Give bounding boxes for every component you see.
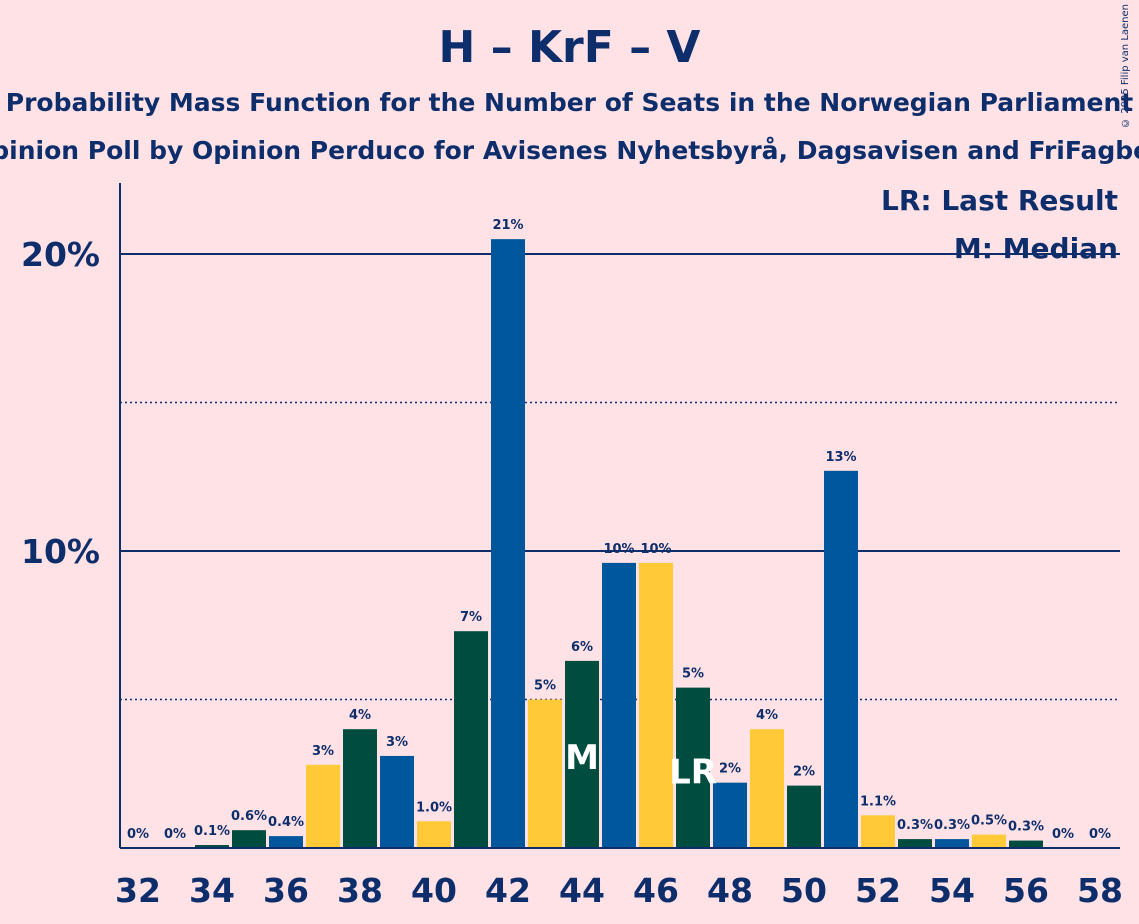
bar-39 <box>380 755 414 848</box>
bar-51 <box>824 470 858 848</box>
data-label-35: 0.6% <box>231 809 267 824</box>
data-label-32: 0% <box>127 827 149 842</box>
x-tick-label-38: 38 <box>337 871 383 910</box>
data-label-38: 4% <box>349 708 371 723</box>
x-tick-label-58: 58 <box>1077 871 1123 910</box>
bar-53 <box>898 839 932 848</box>
data-label-51: 13% <box>825 450 856 465</box>
data-label-57: 0% <box>1052 827 1074 842</box>
median-marker: M <box>565 738 599 778</box>
data-label-56: 0.3% <box>1008 820 1044 835</box>
data-label-43: 5% <box>534 679 556 694</box>
bar-47 <box>676 687 710 848</box>
data-label-53: 0.3% <box>897 818 933 833</box>
chart-title: H – KrF – V <box>438 22 701 73</box>
data-label-37: 3% <box>312 744 334 759</box>
bar-38 <box>343 729 377 848</box>
chart-subtitle-poll: Opinion Poll by Opinion Perduco for Avis… <box>0 136 1139 165</box>
x-tick-label-50: 50 <box>781 871 827 910</box>
axes: 10% 20% 32 34 36 38 40 42 44 46 48 50 52 54 56 58 <box>21 183 1123 910</box>
data-label-52: 1.1% <box>860 794 896 809</box>
bar-37 <box>306 764 340 848</box>
bars: 0% 0% 0.1%0.6% 0.4% 3% 4% 3% 1.0% 7% 21% 5% 6% 10% 10… <box>127 218 1111 848</box>
x-tick-label-34: 34 <box>189 871 235 910</box>
bar-35 <box>232 830 266 848</box>
x-tick-label-42: 42 <box>485 871 531 910</box>
x-tick-label-32: 32 <box>115 871 161 910</box>
data-label-39: 3% <box>386 735 408 750</box>
bar-56 <box>1009 840 1043 848</box>
bar-42 <box>491 239 525 848</box>
bar-52 <box>861 815 895 848</box>
bar-55 <box>972 834 1006 848</box>
legend-median: M: Median <box>954 232 1118 265</box>
legend-last-result: LR: Last Result <box>881 184 1118 217</box>
bar-36 <box>269 836 303 848</box>
legend: LR: Last Result M: Median <box>881 184 1118 265</box>
data-label-46: 10% <box>640 542 671 557</box>
last-result-marker: LR <box>669 753 717 793</box>
bar-41 <box>454 631 488 848</box>
x-tick-label-54: 54 <box>929 871 975 910</box>
data-label-42: 21% <box>492 218 523 233</box>
x-tick-label-44: 44 <box>559 871 605 910</box>
x-tick-label-48: 48 <box>707 871 753 910</box>
bar-49 <box>750 729 784 848</box>
x-tick-label-52: 52 <box>855 871 901 910</box>
data-label-41: 7% <box>460 610 482 625</box>
bar-34 <box>195 845 229 848</box>
data-label-36: 0.4% <box>268 815 304 830</box>
data-label-55: 0.5% <box>971 814 1007 829</box>
x-tick-label-56: 56 <box>1003 871 1049 910</box>
bar-43 <box>528 699 562 848</box>
bar-54 <box>935 839 969 848</box>
y-tick-label-10: 10% <box>21 532 100 571</box>
data-label-33: 0% <box>164 827 186 842</box>
data-label-45: 10% <box>603 542 634 557</box>
data-label-54: 0.3% <box>934 818 970 833</box>
bar-50 <box>787 785 821 848</box>
data-label-34: 0.1% <box>194 824 230 839</box>
bar-48 <box>713 782 747 848</box>
bar-44 <box>565 660 599 848</box>
x-tick-label-40: 40 <box>411 871 457 910</box>
data-label-48: 2% <box>719 762 741 777</box>
bar-46 <box>639 562 673 848</box>
chart-subtitle: Probability Mass Function for the Number… <box>5 88 1134 117</box>
data-label-44: 6% <box>571 640 593 655</box>
bar-45 <box>602 562 636 848</box>
x-tick-label-36: 36 <box>263 871 309 910</box>
y-tick-label-20: 20% <box>21 235 100 274</box>
x-tick-label-46: 46 <box>633 871 679 910</box>
data-label-50: 2% <box>793 765 815 780</box>
data-label-40: 1.0% <box>416 800 452 815</box>
data-label-58: 0% <box>1089 827 1111 842</box>
bar-40 <box>417 821 451 848</box>
data-label-47: 5% <box>682 667 704 682</box>
data-label-49: 4% <box>756 708 778 723</box>
